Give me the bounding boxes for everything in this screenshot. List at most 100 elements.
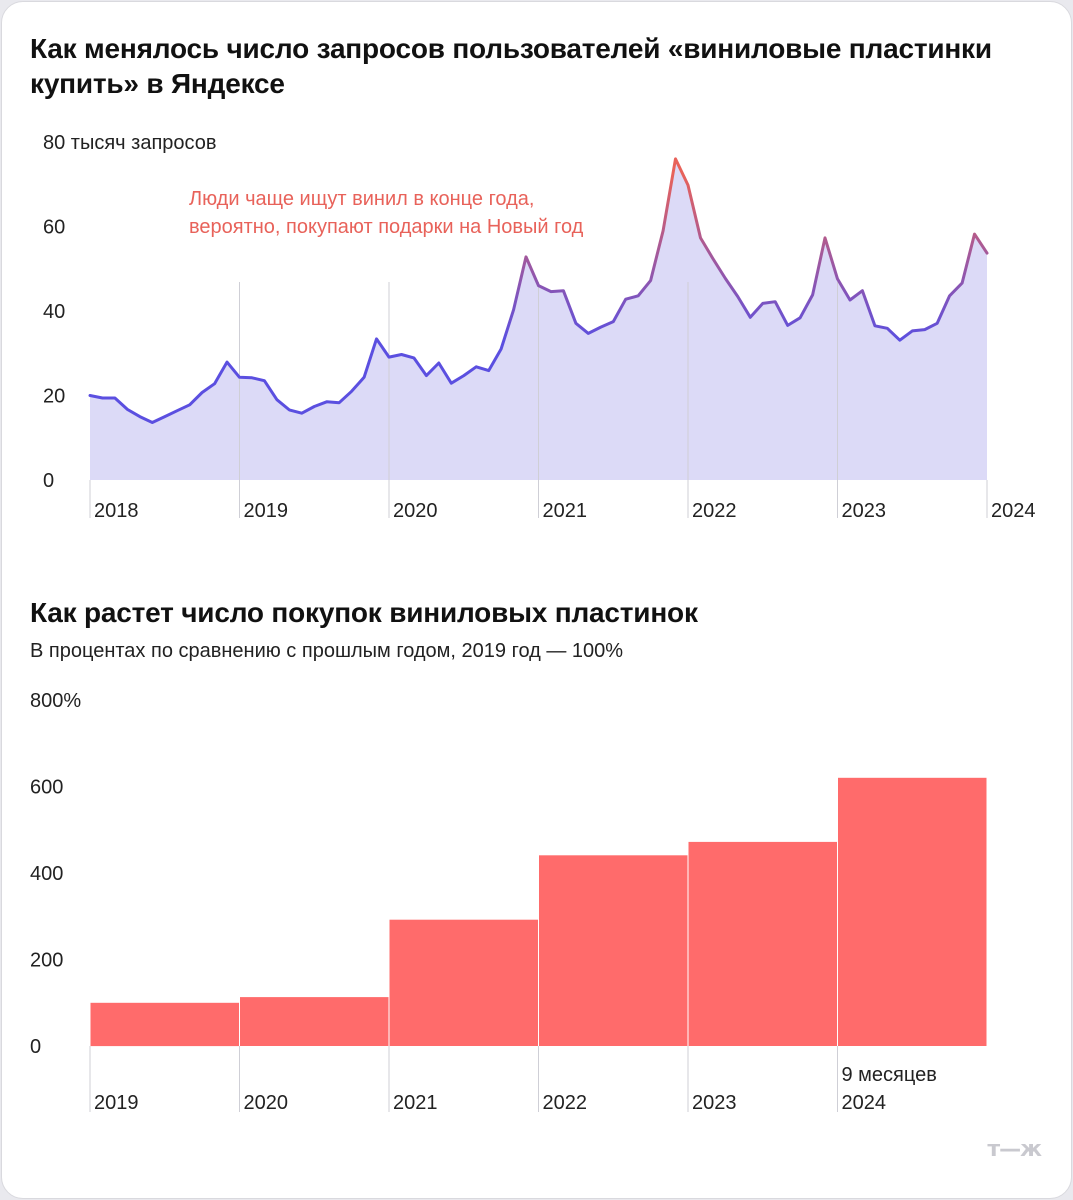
chart1-y-tick-label: 60 (43, 217, 65, 239)
chart1-data-point (375, 337, 378, 340)
chart1-data-point (724, 277, 727, 280)
chart1-data-point (550, 290, 553, 293)
chart1-data-point (774, 300, 777, 303)
chart1-data-point (861, 289, 864, 292)
chart2-x-tick-label: 9 месяцев (842, 1064, 937, 1086)
chart1-data-point (687, 184, 690, 187)
chart1-x-tick-label: 2023 (842, 500, 887, 522)
chart2-y-tick-label: 600 (30, 777, 63, 799)
chart1-data-point (699, 236, 702, 239)
chart1-data-point (288, 408, 291, 411)
chart1-data-point (637, 294, 640, 297)
chart1-series-line (88, 157, 989, 424)
chart1-data-point (425, 374, 428, 377)
chart1-data-point (849, 299, 852, 302)
chart2-bar (688, 841, 837, 1046)
chart2-y-tick-label: 0 (30, 1036, 41, 1058)
chart1-data-point (674, 157, 677, 160)
chart1-data-point (525, 255, 528, 258)
chart1-data-point (961, 282, 964, 285)
chart2-y-tick-label: 800% (30, 690, 81, 712)
chart2-bar (90, 1002, 239, 1047)
chart1-data-point (113, 397, 116, 400)
chart1-data-point (562, 289, 565, 292)
chart1-data-point (873, 324, 876, 327)
chart2-x-tick-label: 2021 (393, 1092, 438, 1114)
chart1-data-point (163, 415, 166, 418)
chart1-data-point (437, 362, 440, 365)
chart2-y-tick-label: 200 (30, 950, 63, 972)
chart1-data-point (475, 365, 478, 368)
chart1-data-point (238, 376, 241, 379)
chart1-data-point (886, 327, 889, 330)
chart1-data-point (313, 405, 316, 408)
chart2-bar (389, 919, 538, 1046)
chart1-data-point (412, 356, 415, 359)
chart1-data-point (824, 236, 827, 239)
chart1-x-tick-label: 2018 (94, 500, 139, 522)
chart1-data-point (462, 374, 465, 377)
chart1-data-point (836, 277, 839, 280)
chart1-data-point (126, 408, 129, 411)
chart1-data-point (388, 356, 391, 359)
chart1-annotation-line-1: Люди чаще ищут винил в конце года, (189, 188, 534, 210)
chart1-title: Как менялось число запросов пользователе… (30, 33, 992, 99)
chart1-data-point (799, 316, 802, 319)
chart1-data-point (749, 316, 752, 319)
chart1-data-point (338, 401, 341, 404)
chart1-data-point (973, 233, 976, 236)
chart1-data-point (786, 324, 789, 327)
chart1-y-tick-label: 80 тысяч запросов (43, 132, 217, 154)
chart1-x-tick-label: 2020 (393, 500, 438, 522)
chart1-data-point (624, 298, 627, 301)
chart2-x-tick-label: 2023 (692, 1092, 737, 1114)
chart1-data-point (512, 308, 515, 311)
chart1-data-point (761, 302, 764, 305)
chart1-data-point (176, 409, 179, 412)
chart1-data-point (101, 397, 104, 400)
chart1-data-point (500, 348, 503, 351)
chart1-data-point (936, 322, 939, 325)
tzh-logo: т—ж (987, 1137, 1042, 1162)
chart1-data-point (138, 415, 141, 418)
purchases-bar-chart: 0 200 400 600 800% 2019 2020 2021 2022 2023 9 мес… (30, 690, 987, 1114)
chart2-bar (539, 855, 688, 1046)
chart1-data-point (948, 294, 951, 297)
chart1-data-point (400, 353, 403, 356)
chart1-data-point (587, 332, 590, 335)
chart1-x-tick-label: 2021 (543, 500, 588, 522)
chart1-data-point (711, 257, 714, 260)
chart1-data-point (213, 382, 216, 385)
chart1-data-point (574, 322, 577, 325)
chart1-x-tick-label: 2024 (991, 500, 1036, 522)
chart1-data-point (986, 252, 989, 255)
chart1-data-point (450, 382, 453, 385)
chart1-data-point (911, 329, 914, 332)
chart1-y-tick-label: 20 (43, 386, 65, 408)
chart1-data-point (226, 361, 229, 364)
chart1-data-point (736, 295, 739, 298)
chart1-data-point (612, 320, 615, 323)
chart1-annotation-line-2: вероятно, покупают подарки на Новый год (189, 216, 584, 238)
chart1-data-point (251, 376, 254, 379)
chart1-data-point (923, 328, 926, 331)
chart1-data-point (350, 390, 353, 393)
chart2-title: Как растет число покупок виниловых пласт… (30, 597, 698, 628)
chart1-data-point (599, 326, 602, 329)
chart2-bar (838, 777, 987, 1046)
chart1-data-point (263, 379, 266, 382)
chart1-data-point (89, 394, 92, 397)
chart1-data-point (325, 400, 328, 403)
chart1-data-point (188, 403, 191, 406)
chart2-bar (240, 997, 389, 1046)
chart2-y-tick-label: 400 (30, 863, 63, 885)
chart1-y-tick-label: 40 (43, 301, 65, 323)
chart1-data-point (275, 398, 278, 401)
chart2-x-tick-label: 2024 (842, 1092, 887, 1114)
chart1-y-tick-label: 0 (43, 470, 54, 492)
chart1-data-point (151, 421, 154, 424)
search-queries-area-chart: 0 20 40 60 80 тысяч запросов 2018 2019 2020 202… (43, 132, 1036, 522)
chart1-x-tick-label: 2019 (244, 500, 289, 522)
chart1-data-point (662, 229, 665, 232)
